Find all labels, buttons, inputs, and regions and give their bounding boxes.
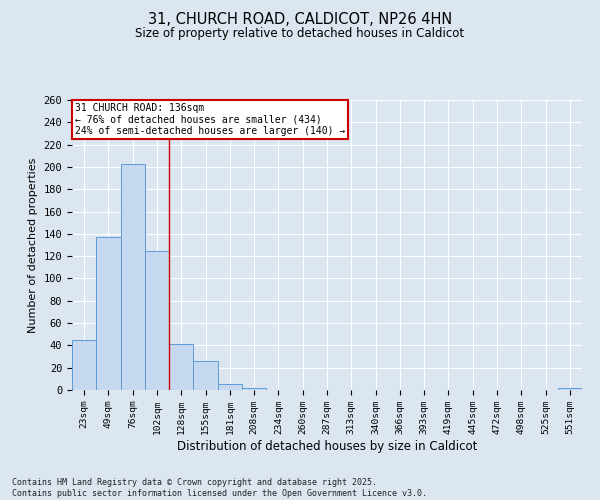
Bar (72, 340, 96, 390)
Bar (145, 250, 169, 390)
Bar (218, 384, 242, 390)
Bar (121, 164, 145, 390)
Bar (242, 388, 266, 390)
Bar (558, 388, 582, 390)
Text: Size of property relative to detached houses in Caldicot: Size of property relative to detached ho… (136, 28, 464, 40)
Bar (169, 344, 193, 390)
Bar (193, 361, 218, 390)
Text: Contains HM Land Registry data © Crown copyright and database right 2025.
Contai: Contains HM Land Registry data © Crown c… (12, 478, 427, 498)
Bar (96, 237, 121, 390)
X-axis label: Distribution of detached houses by size in Caldicot: Distribution of detached houses by size … (177, 440, 477, 453)
Y-axis label: Number of detached properties: Number of detached properties (28, 158, 38, 332)
Text: 31 CHURCH ROAD: 136sqm
← 76% of detached houses are smaller (434)
24% of semi-de: 31 CHURCH ROAD: 136sqm ← 76% of detached… (74, 103, 345, 136)
Text: 31, CHURCH ROAD, CALDICOT, NP26 4HN: 31, CHURCH ROAD, CALDICOT, NP26 4HN (148, 12, 452, 28)
